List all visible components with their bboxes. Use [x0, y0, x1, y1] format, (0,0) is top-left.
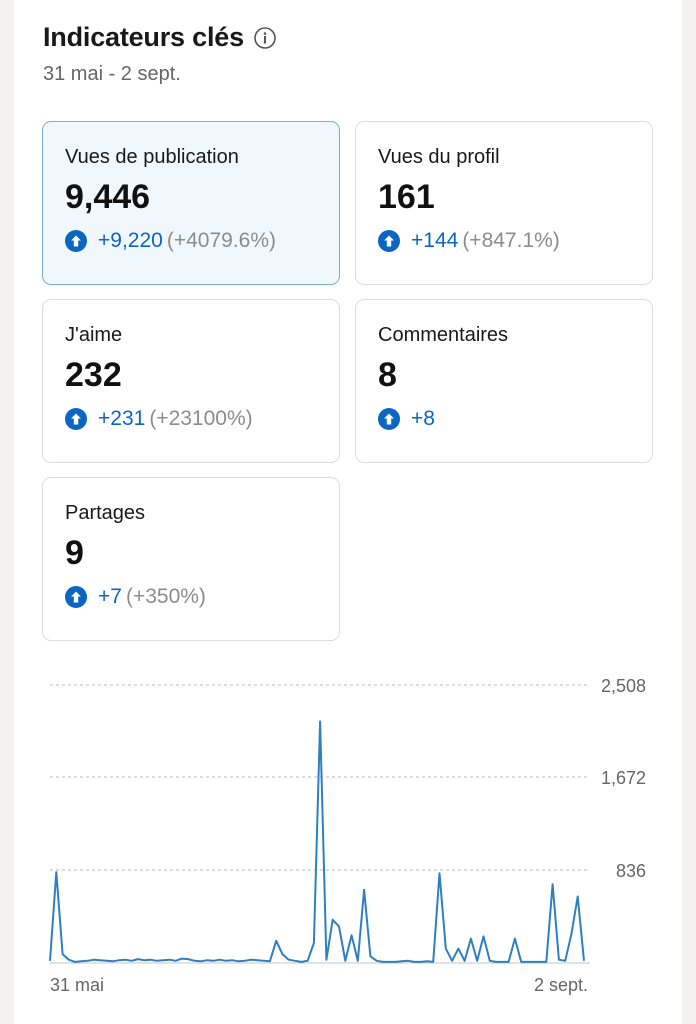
series-line-post-views: [49, 720, 585, 963]
delta-percent: (+23100%): [149, 407, 253, 430]
delta-absolute: +8: [411, 407, 435, 430]
card-value: 9: [65, 534, 84, 572]
card-post-views[interactable]: Vues de publication 9,446 +9,220 (+4079.…: [42, 121, 340, 285]
card-label: Vues de publication: [65, 146, 239, 168]
date-range: 31 mai - 2 sept.: [43, 63, 181, 85]
card-comments[interactable]: Commentaires 8 +8: [355, 299, 653, 463]
delta-absolute: +144: [411, 229, 459, 252]
delta-percent: (+4079.6%): [166, 229, 276, 252]
card-delta: +144 (+847.1%): [378, 229, 630, 253]
delta-percent: (+847.1%): [462, 229, 560, 252]
y-tick-label-2508: 2,508: [601, 676, 646, 696]
card-label: J'aime: [65, 324, 123, 346]
delta-absolute: +7: [98, 585, 122, 608]
arrow-up-circle-icon: [378, 230, 400, 252]
section-title: Indicateurs clés: [43, 22, 244, 52]
arrow-up-circle-icon: [65, 230, 87, 252]
card-delta: +8: [378, 407, 630, 431]
x-start-label: 31 mai: [50, 975, 104, 995]
card-label: Commentaires: [378, 324, 509, 346]
arrow-up-circle-icon: [65, 408, 87, 430]
section-header: Indicateurs clés 31 mai - 2 sept.: [43, 22, 277, 86]
card-value: 8: [378, 356, 397, 394]
card-label: Partages: [65, 502, 146, 524]
right-gutter: [682, 0, 696, 1024]
metrics-line-chart[interactable]: 2,508 1,672 836 31 mai 2 sept.: [0, 660, 696, 1000]
card-shares[interactable]: Partages 9 +7 (+350%): [42, 477, 340, 641]
card-delta: +7 (+350%): [65, 585, 317, 609]
y-tick-label-1672: 1,672: [601, 768, 646, 788]
x-end-label: 2 sept.: [534, 975, 588, 995]
left-gutter: [0, 0, 14, 1024]
card-delta: +9,220 (+4079.6%): [65, 229, 317, 253]
card-likes[interactable]: J'aime 232 +231 (+23100%): [42, 299, 340, 463]
delta-absolute: +231: [98, 407, 146, 430]
y-tick-label-836: 836: [616, 861, 646, 881]
card-profile-views[interactable]: Vues du profil 161 +144 (+847.1%): [355, 121, 653, 285]
card-value: 9,446: [65, 178, 151, 216]
arrow-up-circle-icon: [378, 408, 400, 430]
card-value: 232: [65, 356, 122, 394]
delta-percent: (+350%): [125, 585, 206, 608]
card-label: Vues du profil: [378, 146, 500, 168]
info-circle-icon[interactable]: [253, 26, 277, 50]
delta-absolute: +9,220: [98, 229, 163, 252]
arrow-up-circle-icon: [65, 586, 87, 608]
card-value: 161: [378, 178, 435, 216]
card-delta: +231 (+23100%): [65, 407, 317, 431]
